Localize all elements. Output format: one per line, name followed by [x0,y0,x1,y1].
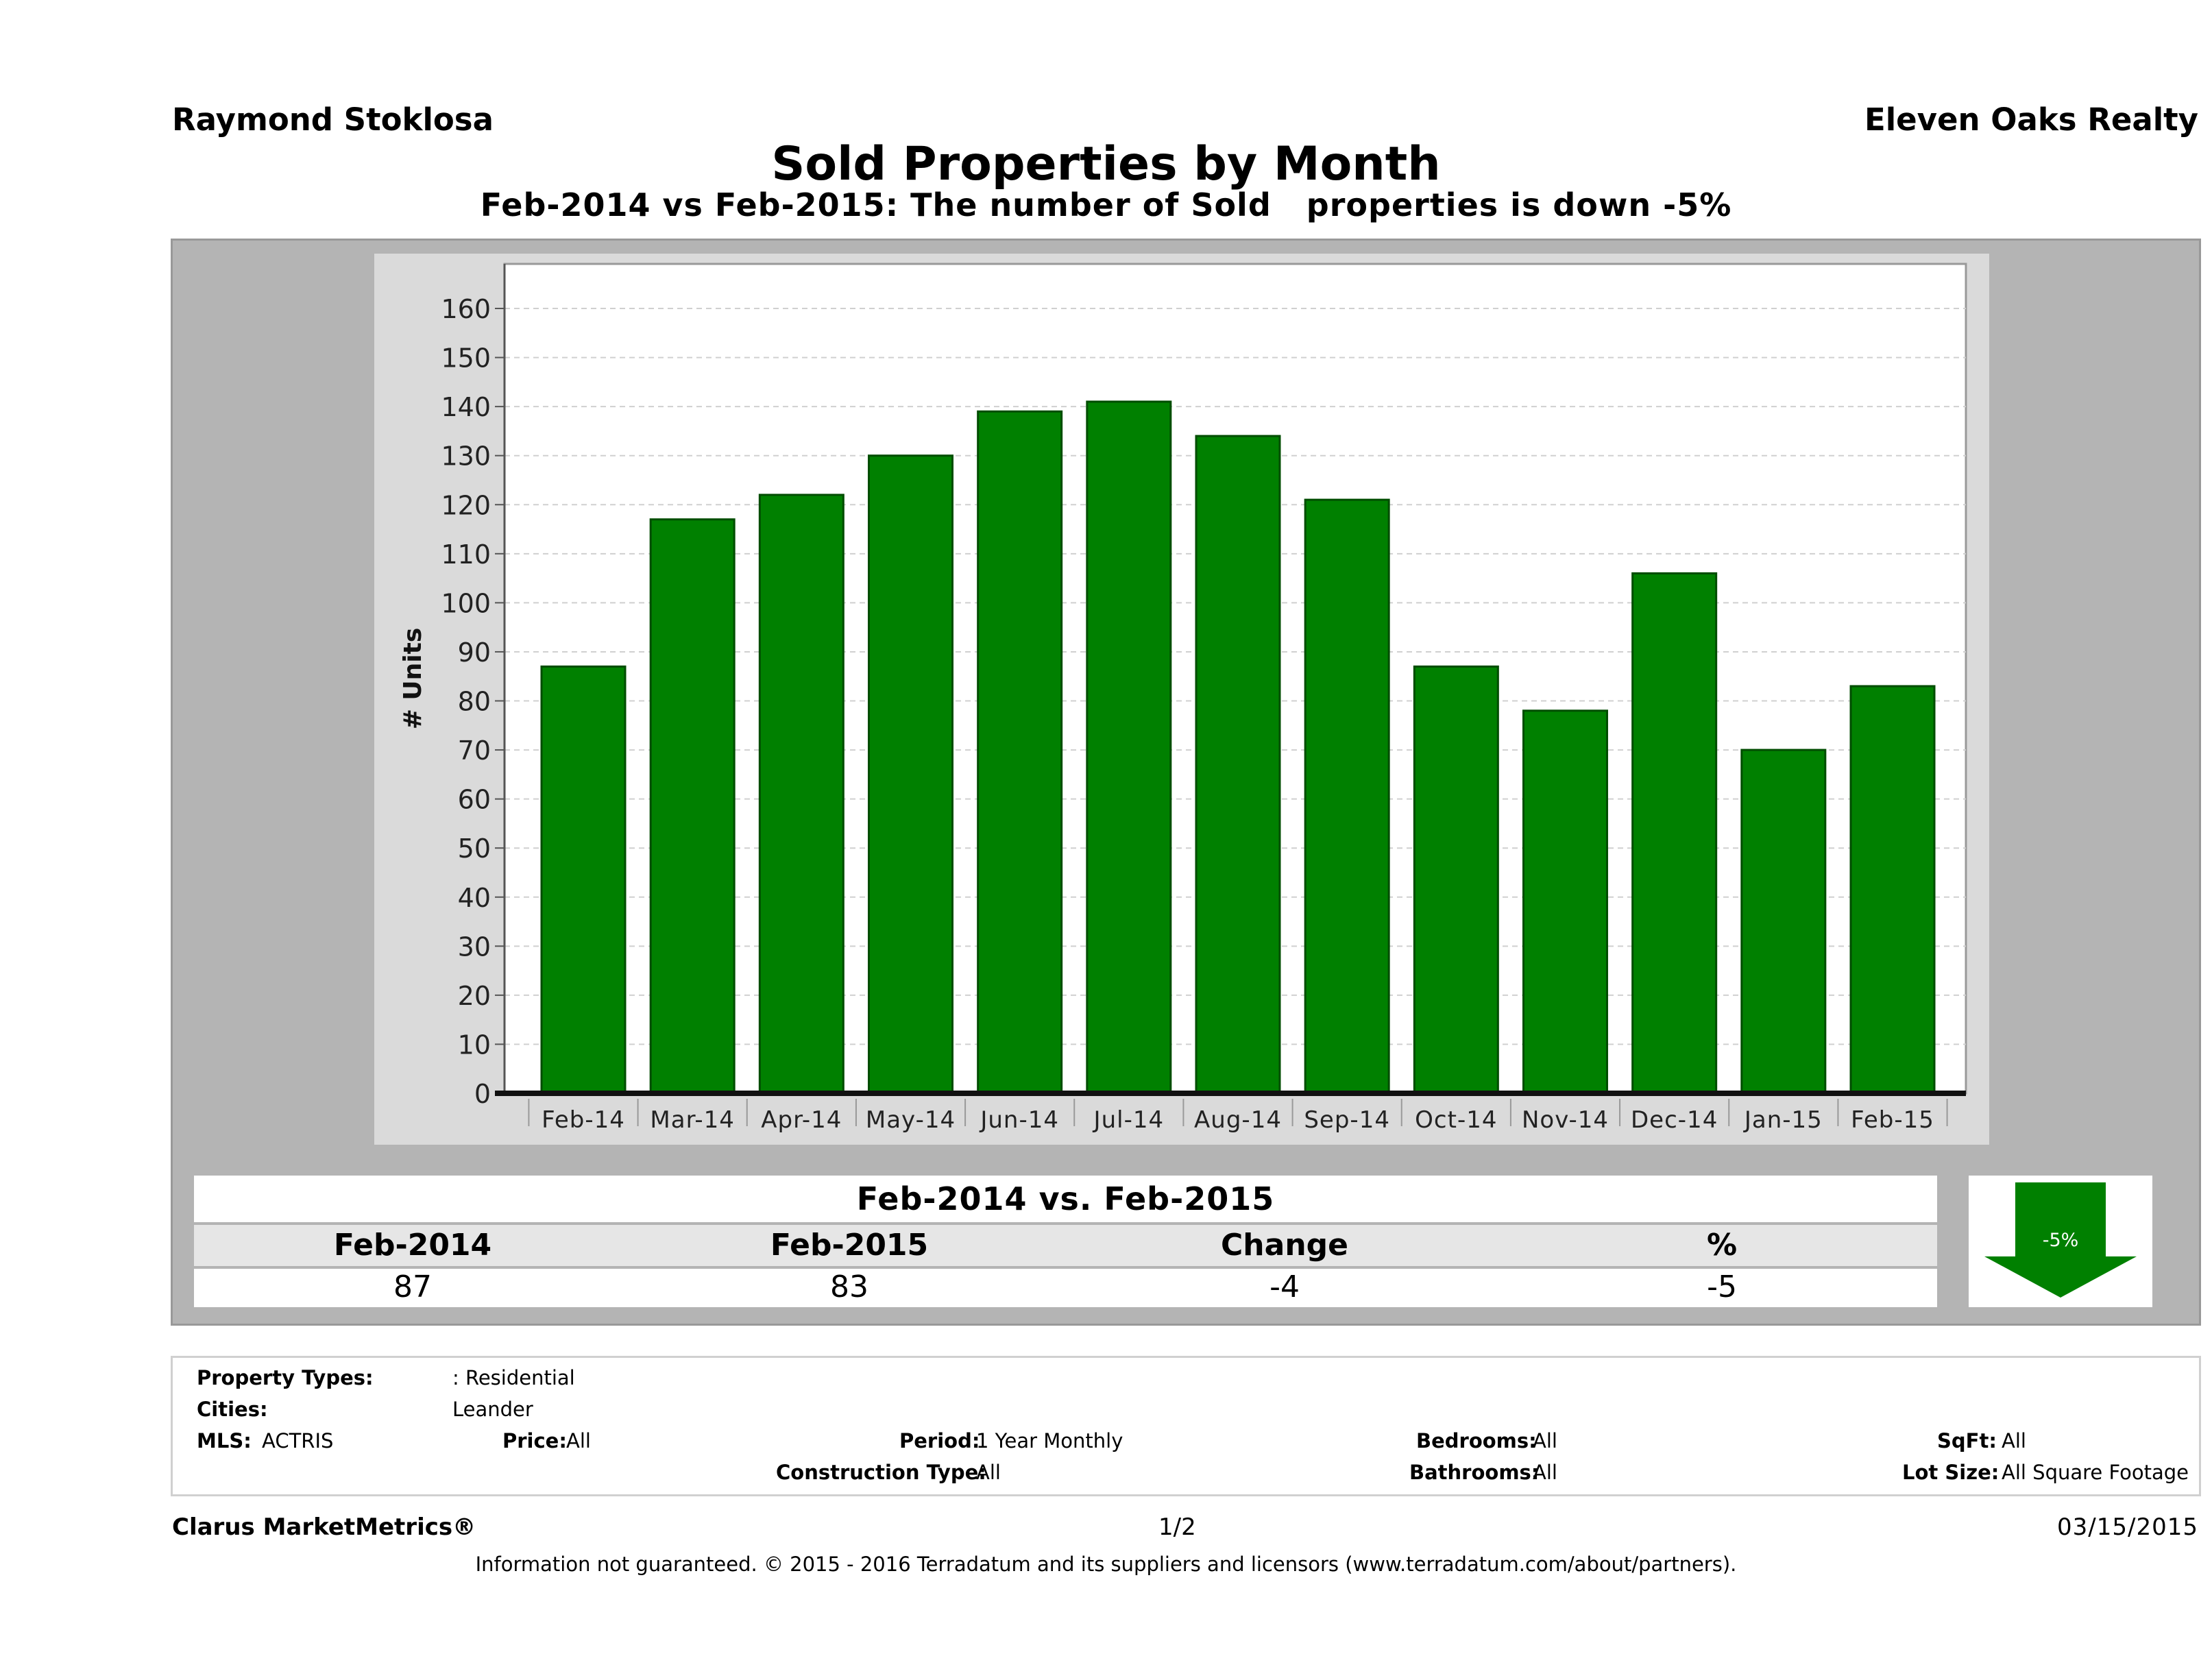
report-date: 03/15/2015 [2057,1513,2198,1541]
y-tick-label: 20 [458,981,491,1011]
bedrooms-label: Bedrooms: [1416,1429,1537,1452]
bar-nov-14 [1522,709,1608,1095]
property-types-value: : Residential [452,1366,575,1389]
x-tick-label: Feb-14 [542,1106,625,1134]
sqft-label: SqFt: [1937,1429,1997,1452]
x-tick-label: Jul-14 [1093,1106,1165,1134]
bar-mar-14 [649,518,736,1095]
bar-apr-14 [758,494,844,1095]
cities-value: Leander [452,1398,533,1421]
comparison-value-row [194,1269,1937,1307]
x-tick-label: Jun-14 [979,1106,1059,1134]
x-tick-label: Nov-14 [1522,1106,1609,1134]
y-tick-label: 160 [441,294,491,324]
mls-value: ACTRIS [262,1429,334,1452]
disclaimer: Information not guaranteed. © 2015 - 201… [475,1553,1737,1576]
comparison-header-feb-2014: Feb-2014 [333,1228,492,1263]
bar-feb-15 [1849,685,1936,1095]
bathrooms-label: Bathrooms: [1409,1461,1540,1484]
y-tick-label: 50 [458,834,491,864]
price-label: Price: [502,1429,567,1452]
report-subtitle: Feb-2014 vs Feb-2015: The number of Sold… [480,186,1732,223]
y-tick-label: 30 [458,932,491,962]
comparison-value-change: -4 [1269,1269,1300,1304]
comparison-title-row [194,1176,1937,1222]
bar-sep-14 [1304,498,1390,1095]
bar-jun-14 [977,410,1063,1095]
y-tick-label: 140 [441,392,491,422]
mls-label: MLS: [197,1429,252,1452]
y-tick-label: 0 [474,1079,491,1109]
bedrooms-value: All [1533,1429,1557,1452]
cities-label: Cities: [197,1398,268,1421]
bar-chart: 0 10 20 30 40 50 60 70 80 90 100 110 120 130 140 150 160… [399,263,1967,1134]
comparison-value-feb-2015: 83 [830,1269,868,1304]
y-tick-label: 10 [458,1030,491,1060]
y-tick-label: 80 [458,687,491,717]
x-tick-label: Sep-14 [1304,1106,1390,1134]
bar-jan-15 [1740,749,1827,1095]
comparison-header-row [194,1225,1937,1266]
bar-may-14 [868,454,953,1095]
property-types-label: Property Types: [197,1366,374,1389]
agent-name: Raymond Stoklosa [172,101,494,138]
bar-oct-14 [1413,665,1499,1095]
bar-jul-14 [1086,400,1172,1095]
x-tick-label: May-14 [866,1106,956,1134]
y-tick-label: 120 [441,490,491,520]
bathrooms-value: All [1533,1461,1557,1484]
comparison-header-change: Change [1221,1228,1348,1263]
filter-summary [171,1356,2201,1496]
bar-dec-14 [1631,572,1718,1095]
x-tick-label: Aug-14 [1194,1106,1282,1134]
y-axis-label: # Units [399,628,427,730]
y-tick-label: 100 [441,588,491,618]
y-tick-label: 40 [458,883,491,913]
x-tick-label: Mar-14 [650,1106,735,1134]
y-tick-label: 150 [441,343,491,374]
lot-size-value: All Square Footage [2002,1461,2189,1484]
bar-aug-14 [1195,435,1281,1095]
period-label: Period: [899,1429,980,1452]
comparison-header-percent: % [1706,1228,1738,1263]
period-value: 1 Year Monthly [976,1429,1123,1452]
y-tick-label: 130 [441,441,491,472]
construction-type-label: Construction Type: [776,1461,986,1484]
comparison-value-feb-2014: 87 [393,1269,432,1304]
trend-arrow-label: -5% [2043,1230,2079,1251]
comparison-value-percent: -5 [1707,1269,1737,1304]
comparison-header-feb-2015: Feb-2015 [770,1228,929,1263]
lot-size-label: Lot Size: [1902,1461,2000,1484]
y-tick-label: 110 [441,539,491,570]
down-arrow-icon: -5% [1984,1182,2137,1298]
x-tick-label: Dec-14 [1631,1106,1718,1134]
page-number: 1/2 [1158,1513,1196,1541]
price-value: All [566,1429,591,1452]
company-name: Eleven Oaks Realty [1864,101,2198,138]
y-tick-label: 70 [458,735,491,766]
comparison-title: Feb-2014 vs. Feb-2015 [856,1180,1275,1217]
sqft-value: All [2002,1429,2026,1452]
footer-brand: Clarus MarketMetrics® [172,1513,476,1541]
bar-feb-14 [540,665,627,1095]
x-tick-label: Apr-14 [761,1106,842,1134]
x-tick-label: Oct-14 [1415,1106,1497,1134]
y-tick-label: 60 [458,785,491,815]
y-tick-label: 90 [458,637,491,668]
construction-type-value: All [976,1461,1001,1484]
x-tick-label: Jan-15 [1743,1106,1823,1134]
x-tick-label: Feb-15 [1851,1106,1934,1134]
report-title: Sold Properties by Month [771,137,1441,191]
